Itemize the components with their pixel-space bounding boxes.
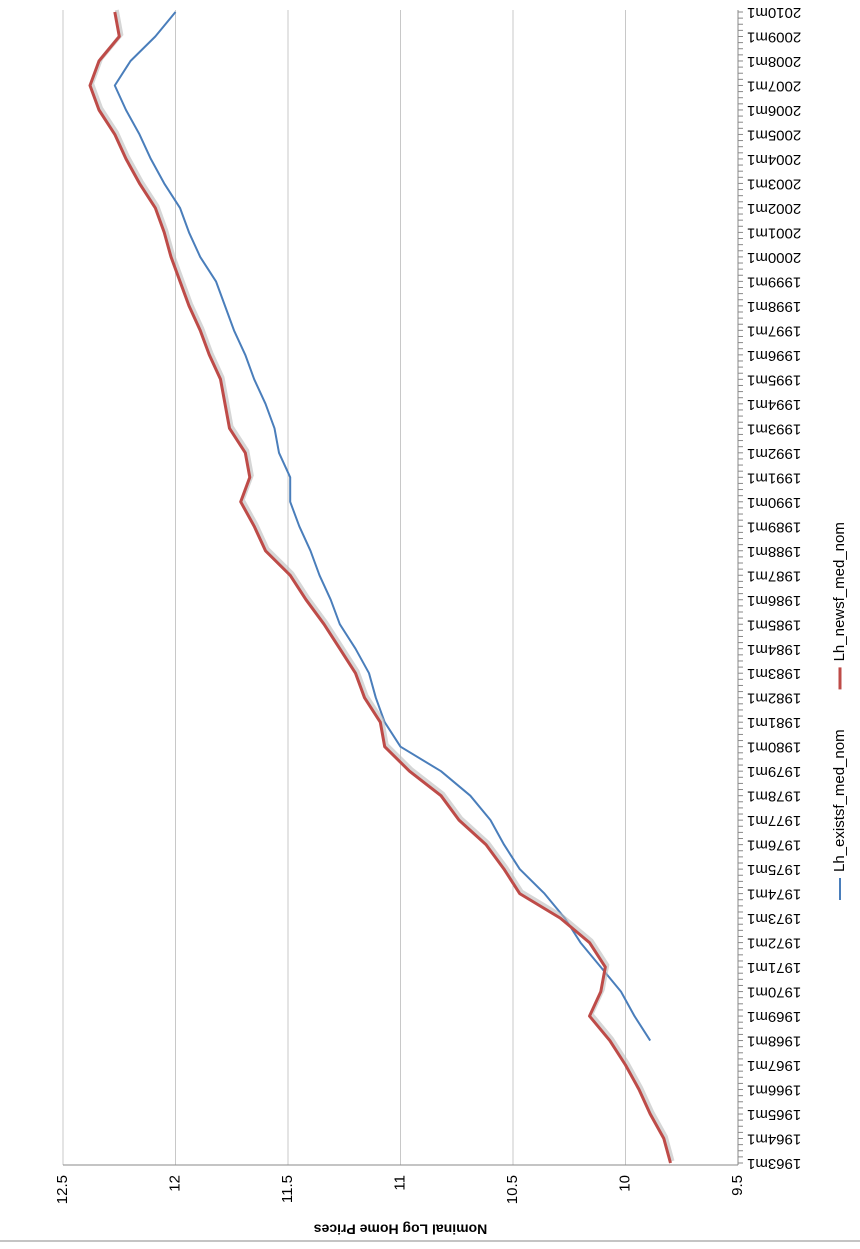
x-tick-label: 1986m1 <box>747 592 801 609</box>
x-tick-label: 1992m1 <box>747 445 801 462</box>
x-tick-label: 1993m1 <box>747 420 801 437</box>
legend-label: Lh_existsf_med_nom <box>831 729 848 872</box>
x-tick-label: 2009m1 <box>747 29 801 46</box>
x-tick-label: 2006m1 <box>747 102 801 119</box>
line-shadow <box>89 9 675 1162</box>
y-tick-label: 11.5 <box>279 1175 296 1203</box>
x-tick-label: 1964m1 <box>747 1131 801 1148</box>
series-line <box>88 11 672 1164</box>
x-tick-label: 1971m1 <box>747 959 801 976</box>
x-tick-label: 1976m1 <box>747 837 801 854</box>
series-line <box>113 11 652 1042</box>
x-tick-label: 1973m1 <box>747 910 801 927</box>
x-tick-label: 1982m1 <box>747 690 801 707</box>
x-tick-label: 1990m1 <box>747 494 801 511</box>
x-tick-label: 1977m1 <box>747 812 801 829</box>
x-tick-label: 2004m1 <box>747 151 801 168</box>
x-tick-label: 1981m1 <box>747 714 801 731</box>
x-tick-label: 1997m1 <box>747 322 801 339</box>
y-tick-label: 10.5 <box>504 1175 521 1204</box>
x-tick-label: 1969m1 <box>747 1008 801 1025</box>
y-tick-label: 11 <box>391 1175 408 1191</box>
x-tick-label: 1963m1 <box>747 1155 801 1172</box>
x-tick-label: 1996m1 <box>747 347 801 364</box>
x-tick-label: 1998m1 <box>747 298 801 315</box>
x-tick-label: 1967m1 <box>747 1057 801 1074</box>
x-tick-label: 1985m1 <box>747 616 801 633</box>
x-tick-label: 2000m1 <box>747 249 801 266</box>
x-tick-label: 1965m1 <box>747 1106 801 1123</box>
x-tick-label: 1984m1 <box>747 641 801 658</box>
x-tick-label: 1987m1 <box>747 567 801 584</box>
x-tick-label: 2001m1 <box>747 224 801 241</box>
rotated-chart: Nominal Log Home Prices 9.5 10 10.5 11 11.5 1… <box>54 4 848 1237</box>
x-tick-label: 1995m1 <box>747 371 801 388</box>
y-tick-label: 10 <box>616 1175 633 1192</box>
x-tick-label: 2005m1 <box>747 126 801 143</box>
y-axis-title: Nominal Log Home Prices <box>314 1221 488 1237</box>
x-tick-label: 1966m1 <box>747 1082 801 1099</box>
legend-label: Lh_newsf_med_nom <box>831 522 848 661</box>
x-tick-label: 1980m1 <box>747 739 801 756</box>
x-tick-label: 1991m1 <box>747 469 801 486</box>
x-tick-label: 2002m1 <box>747 200 801 217</box>
x-tick-label: 1979m1 <box>747 763 801 780</box>
x-tick-label: 2007m1 <box>747 77 801 94</box>
x-tick-label: 1988m1 <box>747 543 801 560</box>
x-tick-label: 2008m1 <box>747 53 801 70</box>
x-tick-label: 1978m1 <box>747 788 801 805</box>
x-tick-label: 1994m1 <box>747 396 801 413</box>
x-tick-label: 1989m1 <box>747 518 801 535</box>
y-tick-label: 12.5 <box>54 1175 71 1204</box>
y-tick-label: 12 <box>166 1175 183 1192</box>
x-tick-label: 2003m1 <box>747 175 801 192</box>
x-tick-label: 1983m1 <box>747 665 801 682</box>
x-tick-label: 1972m1 <box>747 935 801 952</box>
x-tick-label: 1970m1 <box>747 984 801 1001</box>
x-tick-label: 1974m1 <box>747 886 801 903</box>
x-tick-label: 1968m1 <box>747 1033 801 1050</box>
x-tick-label: 1975m1 <box>747 861 801 878</box>
y-tick-label: 9.5 <box>729 1175 746 1196</box>
x-tick-label: 2010m1 <box>747 4 801 21</box>
x-tick-label: 1999m1 <box>747 273 801 290</box>
